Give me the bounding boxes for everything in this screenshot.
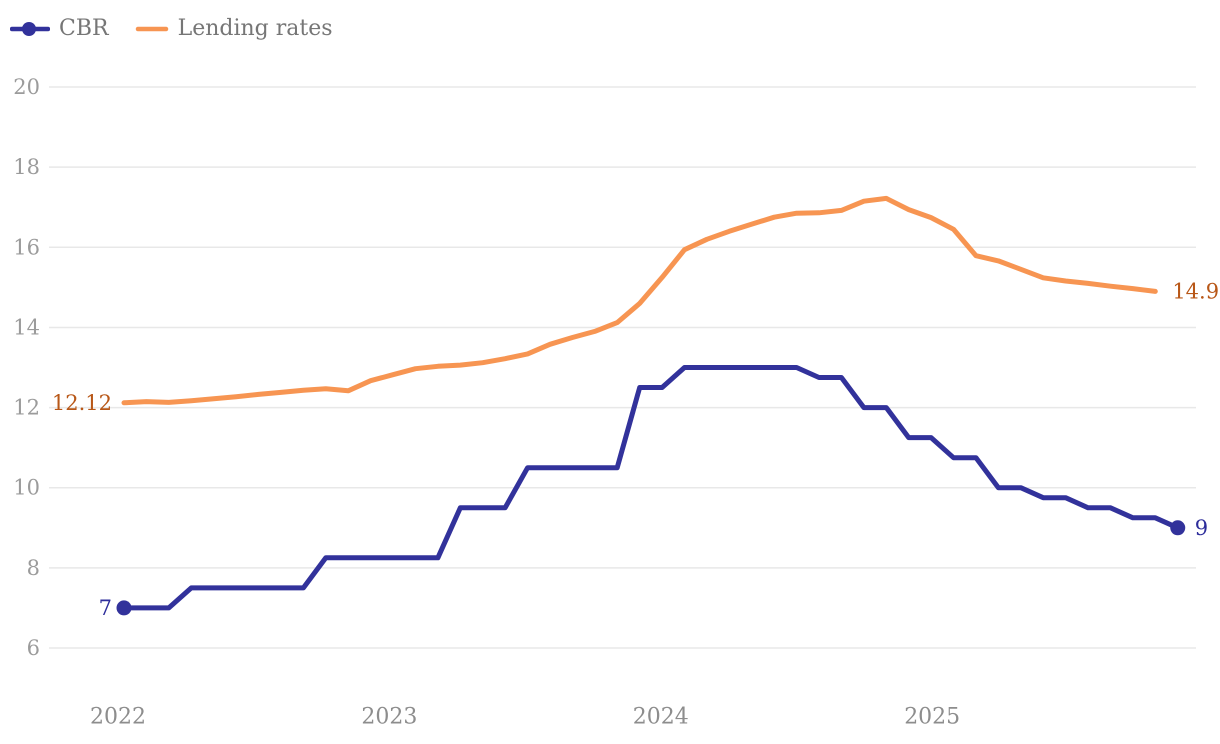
y-tick-label: 20 xyxy=(13,75,40,99)
cbr-end-marker xyxy=(1170,520,1186,536)
cbr-legend-marker xyxy=(10,22,50,36)
y-tick-label: 16 xyxy=(13,235,40,259)
lending-rates-series-line xyxy=(121,195,1158,406)
x-tick-label: 2024 xyxy=(633,705,689,730)
y-tick-label: 14 xyxy=(13,315,40,339)
x-tick-label: 2023 xyxy=(361,705,417,730)
legend-label-cbr: CBR xyxy=(59,16,109,41)
y-tick-label: 8 xyxy=(27,556,40,580)
lending-rates-legend-marker xyxy=(135,26,168,32)
cbr-series-line xyxy=(121,365,1181,611)
y-tick-label: 18 xyxy=(13,155,40,179)
y-tick-label: 6 xyxy=(27,636,40,660)
x-tick-label: 2025 xyxy=(904,705,960,730)
cbr-end-value-label: 9 xyxy=(1195,516,1208,540)
lending-rates-end-value-label: 14.9 xyxy=(1172,279,1219,303)
legend-label-lending-rates: Lending rates xyxy=(177,16,333,41)
x-tick-label: 2022 xyxy=(90,705,146,730)
chart-legend: CBR Lending rates xyxy=(10,18,333,40)
legend-item-cbr: CBR xyxy=(10,18,109,40)
lending-rates-start-value-label: 12.12 xyxy=(52,391,112,415)
y-tick-label: 10 xyxy=(13,476,40,500)
cbr-start-value-label: 7 xyxy=(99,596,112,620)
cbr-start-marker xyxy=(116,600,132,616)
legend-item-lending-rates: Lending rates xyxy=(135,18,333,40)
y-tick-label: 12 xyxy=(13,396,40,420)
